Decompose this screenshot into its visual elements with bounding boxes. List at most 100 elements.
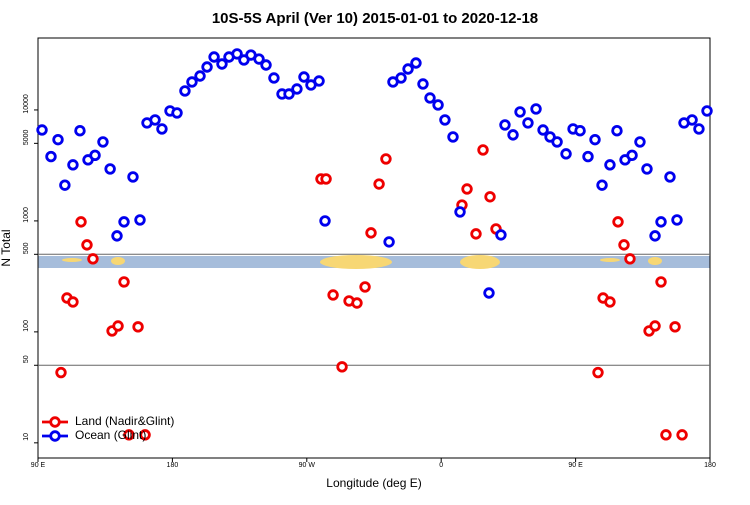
marker [97,136,109,148]
chart-title: 10S-5S April (Ver 10) 2015-01-01 to 2020… [212,10,538,27]
land-patch [648,257,662,265]
marker [186,76,198,88]
x-tick-label: 180 [167,462,179,469]
marker [624,253,636,265]
marker [649,320,661,332]
marker [664,171,676,183]
marker [402,63,414,75]
y-tick-label: 10000 [23,94,30,114]
marker [395,72,407,84]
x-tick-label: 90 E [568,462,583,469]
series [36,48,713,299]
marker [618,239,630,251]
marker [477,144,489,156]
marker [380,153,392,165]
y-tick-label: 10 [23,433,30,441]
x-tick-label: 90 E [31,462,46,469]
marker [574,125,586,137]
marker [74,125,86,137]
marker [592,366,604,379]
marker [156,123,168,135]
marker [611,125,623,137]
land-patch [460,255,500,269]
marker [89,149,101,162]
marker [373,178,385,190]
marker [432,99,444,111]
marker [596,179,608,191]
y-tick-label: 500 [23,242,30,254]
land-patch [600,258,620,262]
marker [507,129,519,141]
marker [179,85,191,97]
land-patch [62,258,82,262]
marker [171,107,183,119]
marker [351,297,363,309]
marker [641,163,653,175]
marker [291,83,303,95]
marker [522,117,534,129]
marker [417,78,429,90]
marker [359,281,371,293]
marker [626,149,638,162]
y-tick-label: 100 [23,320,30,332]
marker [560,148,572,160]
y-axis-label: N Total [0,229,13,266]
marker [194,70,206,82]
marker [319,215,331,227]
legend-label: Land (Nadir&Glint) [75,414,174,428]
x-tick-label: 180 [704,462,716,469]
x-tick-label: 0 [439,462,443,469]
y-tick-label: 50 [23,355,30,363]
marker [327,289,339,301]
marker [530,103,542,115]
marker [604,159,616,171]
marker [671,214,683,226]
marker [649,230,661,242]
marker [514,106,526,118]
plot-frame [37,37,711,459]
y-tick-label: 1000 [23,207,30,223]
y-tick-label: 5000 [23,129,30,145]
marker [118,216,130,228]
marker [75,216,87,228]
marker [283,88,295,100]
legend-label: Ocean (Glint) [75,428,146,442]
marker [495,229,507,241]
land-patch [320,255,392,269]
marker [582,150,594,163]
marker [139,429,151,441]
marker [551,136,563,148]
marker [634,136,646,148]
marker [447,131,459,143]
marker [52,133,64,146]
marker [67,296,79,308]
marker [424,92,436,104]
marker [59,179,71,191]
marker [669,321,681,333]
x-axis-label: Longitude (deg E) [326,476,421,490]
marker [612,216,624,228]
marker [660,429,672,441]
marker [127,171,139,183]
marker [87,253,99,265]
marker [45,150,57,163]
marker [693,123,705,135]
legend-marker [49,416,61,428]
marker [484,191,496,203]
marker [470,228,482,240]
marker [104,163,116,175]
marker [655,216,667,228]
marker [260,59,272,71]
marker [123,429,135,441]
marker [604,296,616,308]
marker [67,159,79,171]
marker [336,361,348,373]
marker [410,57,422,69]
marker [655,276,667,288]
marker [81,239,93,251]
marker [499,119,511,131]
marker [589,133,601,146]
marker [132,321,144,333]
marker [149,114,161,126]
